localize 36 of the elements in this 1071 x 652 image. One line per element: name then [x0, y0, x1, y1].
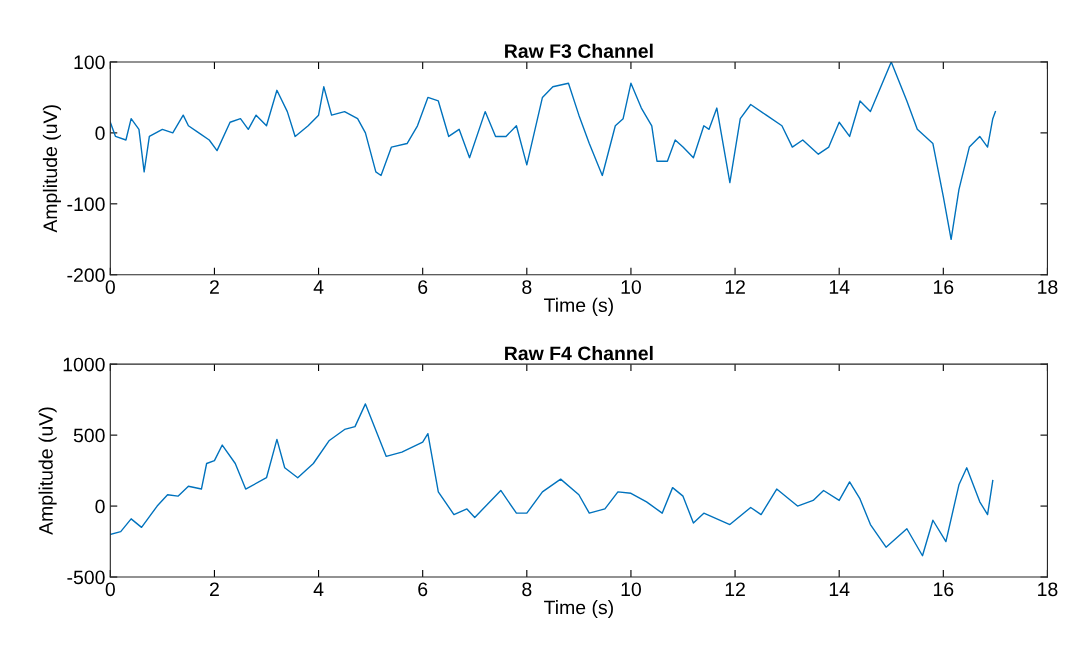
x-tick-label: 12 — [725, 582, 745, 596]
y-tick-label: 500 — [73, 428, 105, 443]
y-tick-label: -500 — [67, 570, 105, 585]
x-tick-label: 14 — [829, 582, 850, 596]
y-tick-label: 0 — [95, 499, 105, 514]
x-tick-label: 0 — [105, 280, 115, 294]
x-tick-label: 16 — [933, 280, 954, 294]
y-tick-label: 1000 — [63, 357, 105, 372]
x-tick-label: 2 — [210, 582, 219, 596]
x-tick-label: 6 — [418, 280, 428, 294]
x-tick-label: 2 — [210, 280, 219, 294]
y-tick-label: 100 — [74, 55, 105, 70]
x-tick-label: 6 — [418, 582, 428, 597]
x-tick-label: 18 — [1038, 280, 1058, 294]
y-tick-label: -200 — [67, 268, 105, 283]
x-tick-label: 8 — [522, 280, 532, 294]
x-tick-label: 4 — [313, 582, 324, 596]
x-tick-label: 10 — [621, 280, 641, 294]
y-tick-label: -100 — [67, 197, 105, 212]
x-tick-label: 8 — [522, 582, 532, 597]
x-tick-label: 4 — [313, 280, 324, 294]
x-axis-title: Time (s) — [544, 297, 613, 316]
x-tick-label: 18 — [1038, 582, 1058, 597]
x-tick-label: 16 — [933, 582, 954, 597]
line-series — [110, 61, 997, 241]
y-axis-title: Amplitude (uV) — [42, 105, 61, 233]
chart-title: Raw F3 Channel — [505, 43, 653, 58]
x-tick-label: 0 — [105, 582, 115, 597]
x-tick-label: 10 — [621, 582, 641, 597]
line-series — [110, 403, 994, 557]
x-tick-label: 14 — [829, 280, 850, 294]
chart-title: Raw F4 Channel — [505, 345, 653, 361]
x-axis-title: Time (s) — [544, 600, 613, 619]
y-axis-title: Amplitude (uV) — [38, 407, 57, 535]
x-tick-label: 12 — [725, 280, 745, 294]
y-tick-label: 0 — [95, 126, 105, 141]
